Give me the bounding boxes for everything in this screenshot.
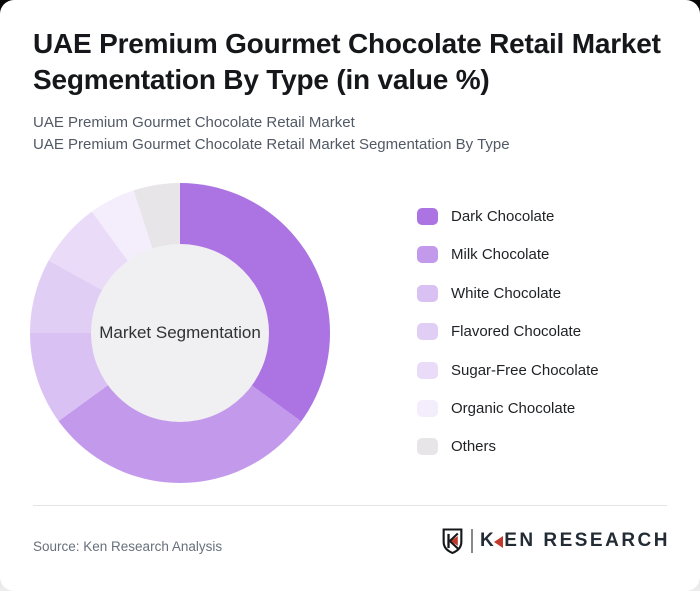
brand-rest: EN RESEARCH (504, 530, 670, 551)
legend-label: Organic Chocolate (451, 399, 576, 417)
brand-k: K (479, 530, 497, 551)
logo-separator (470, 529, 473, 553)
legend-label: Others (451, 438, 497, 456)
shield-red-triangle (450, 536, 458, 546)
legend-swatch (417, 399, 438, 417)
subtitle-line-1: UAE Premium Gourmet Chocolate Retail Mar… (33, 114, 355, 131)
legend-swatch (417, 361, 438, 379)
legend-swatch (417, 246, 438, 264)
legend-swatch (417, 323, 438, 341)
legend-item[interactable]: Sugar-Free Chocolate (417, 361, 599, 379)
legend: Dark Chocolate Milk Chocolate White Chocol… (417, 208, 599, 456)
legend-label: Sugar-Free Chocolate (451, 361, 599, 379)
legend-item[interactable]: Milk Chocolate (417, 246, 599, 264)
ken-research-logo: K EN RESEARCH (441, 527, 670, 555)
legend-swatch (417, 438, 438, 456)
legend-item[interactable]: Organic Chocolate (417, 399, 599, 417)
legend-item[interactable]: Others (417, 438, 599, 456)
brand-red-triangle-icon (494, 535, 504, 548)
legend-item[interactable]: Dark Chocolate (417, 208, 599, 225)
donut-center-label: Market Segmentation (99, 323, 261, 342)
legend-label: Flavored Chocolate (451, 323, 582, 341)
page-title: UAE Premium Gourmet Chocolate Retail Mar… (33, 28, 661, 95)
legend-label: Dark Chocolate (451, 208, 555, 225)
legend-item[interactable]: Flavored Chocolate (417, 323, 599, 341)
subtitle: UAE Premium Gourmet Chocolate Retail Mar… (33, 112, 510, 156)
subtitle-line-2: UAE Premium Gourmet Chocolate Retail Mar… (33, 136, 510, 153)
legend-item[interactable]: White Chocolate (417, 284, 599, 302)
shield-k-arms (449, 532, 459, 550)
donut-hole: Market Segmentation (91, 244, 269, 422)
legend-swatch (417, 284, 438, 302)
brand-text: K EN RESEARCH (480, 530, 670, 552)
donut-chart: Market Segmentation (30, 183, 330, 483)
divider (33, 505, 667, 506)
legend-swatch (417, 208, 438, 225)
source-text: Source: Ken Research Analysis (33, 539, 223, 554)
ken-shield-icon (442, 528, 463, 555)
legend-label: White Chocolate (451, 284, 562, 302)
legend-label: Milk Chocolate (451, 246, 550, 264)
